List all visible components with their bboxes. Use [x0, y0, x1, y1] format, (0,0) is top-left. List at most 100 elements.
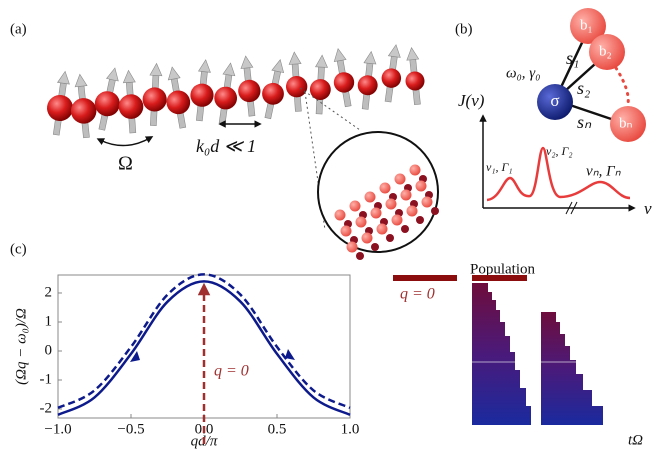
spin — [357, 50, 378, 110]
population-bars — [393, 275, 603, 425]
bath-node — [589, 34, 625, 70]
atom — [400, 189, 412, 201]
atom — [416, 216, 424, 224]
spin-tip — [222, 62, 236, 77]
spin-tip — [57, 70, 70, 85]
atom — [385, 198, 397, 210]
panel-label: (a) — [10, 21, 27, 37]
y-tick-label: 0 — [45, 342, 53, 358]
spin-tip — [167, 66, 181, 81]
peak-label: ν₁, Γ₁ — [486, 160, 513, 174]
coupling-label: s₁ — [566, 48, 579, 68]
dispersion-plot: −1.0−0.50.00.51.0-2-1012qd/π(Ωq − ω₀)/Ωq… — [13, 273, 360, 449]
x-label: ν — [644, 199, 652, 218]
spin — [405, 47, 425, 106]
atom — [376, 223, 388, 235]
axis-break — [570, 201, 578, 215]
zoom-circle — [317, 131, 439, 253]
spin — [238, 55, 261, 117]
center-params: ω₀, γ₀ — [506, 65, 540, 81]
node-label: bₙ — [619, 115, 633, 131]
atom — [166, 90, 191, 115]
x-label: tΩ — [628, 432, 643, 448]
panel-label: (c) — [10, 241, 27, 257]
arrowhead — [285, 349, 295, 360]
spin — [262, 59, 285, 120]
atom — [401, 225, 409, 233]
spin-tip — [271, 59, 285, 74]
atom — [364, 191, 376, 203]
atom — [370, 207, 382, 219]
peak-label: νₙ, Γₙ — [586, 163, 622, 179]
atom — [357, 75, 378, 96]
atom — [47, 95, 73, 121]
atom — [379, 182, 391, 194]
y-tick-label: -1 — [40, 371, 53, 387]
atom — [415, 180, 427, 192]
bath-node — [610, 106, 646, 142]
atom — [340, 225, 352, 237]
atom — [431, 207, 439, 215]
x-tick-label: 1.0 — [341, 421, 360, 437]
center-label: σ — [550, 91, 559, 110]
y-label: J(ν) — [458, 91, 485, 110]
lattice — [334, 164, 439, 260]
spin-tip — [387, 44, 401, 58]
spin-tip — [333, 48, 347, 62]
spin-tip — [288, 51, 302, 65]
bath-node — [570, 8, 606, 44]
dispersion-line — [57, 280, 351, 416]
spin — [47, 70, 73, 136]
bar — [472, 275, 527, 281]
atom — [333, 72, 355, 93]
spin-tip — [74, 73, 88, 88]
spin — [94, 67, 120, 131]
atom — [355, 216, 367, 228]
node-label: b₁ — [580, 17, 593, 33]
spin — [142, 62, 167, 126]
atom — [386, 234, 394, 242]
spin — [381, 44, 402, 103]
arrow — [96, 136, 154, 147]
spin-tip — [240, 55, 254, 69]
bar — [541, 312, 603, 425]
panel-label: (b) — [455, 21, 473, 37]
dispersion-dashed — [57, 273, 351, 409]
atom — [118, 94, 144, 119]
spin-tip — [122, 69, 136, 84]
atom — [409, 164, 421, 176]
spin — [214, 62, 238, 124]
atom — [309, 79, 331, 100]
atom — [70, 98, 97, 124]
atom — [142, 87, 167, 112]
atom — [190, 83, 214, 107]
y-tick-label: 1 — [45, 313, 53, 329]
atom — [406, 205, 418, 217]
spin — [190, 59, 214, 122]
k0d-label: k₀d ≪ 1 — [196, 136, 256, 156]
atom — [391, 214, 403, 226]
population-title: Population — [470, 261, 536, 277]
spin — [70, 73, 97, 139]
atom — [381, 68, 402, 88]
coupling-label: s₂ — [577, 78, 590, 98]
spin — [309, 54, 331, 115]
spin — [285, 51, 308, 112]
atom — [349, 200, 361, 212]
atom — [361, 232, 373, 244]
atom — [346, 241, 358, 253]
bar — [472, 283, 531, 425]
spin-tip — [197, 59, 211, 73]
atom — [394, 173, 406, 185]
spin-tip — [406, 47, 420, 61]
x-tick-label: −1.0 — [44, 421, 71, 437]
spin — [166, 66, 191, 129]
atom — [285, 75, 308, 98]
peak-label: ν₂, Γ₂ — [546, 144, 573, 158]
zoom-line — [299, 87, 361, 131]
y-tick-label: 2 — [45, 284, 53, 300]
atom — [371, 243, 379, 251]
center-node — [537, 84, 573, 120]
x-tick-label: −0.5 — [117, 421, 144, 437]
